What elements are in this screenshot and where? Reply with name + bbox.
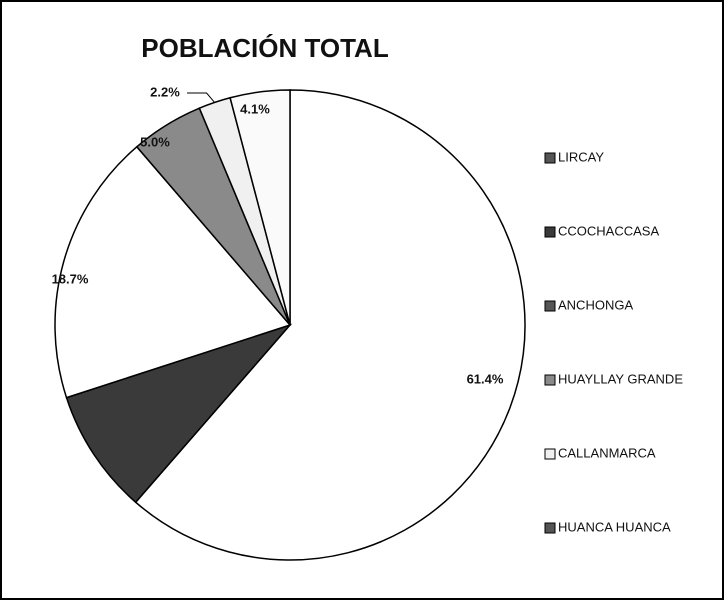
legend-label: CCOCHACCASA <box>558 223 659 238</box>
legend-swatch <box>544 226 556 238</box>
data-label: 5.0% <box>140 134 170 149</box>
legend-swatch <box>544 448 556 460</box>
legend-swatch <box>544 300 556 312</box>
data-label: 18.7% <box>52 271 89 286</box>
legend-label: HUAYLLAY GRANDE <box>558 371 683 386</box>
chart-title: POBLACIÓN TOTAL <box>141 33 389 63</box>
data-label: 2.2% <box>150 84 180 99</box>
legend-label: LIRCAY <box>558 149 604 164</box>
pie-slice <box>134 89 526 561</box>
legend-swatch <box>544 374 556 386</box>
leader-line <box>187 92 215 103</box>
pie-slice <box>65 323 293 504</box>
legend-label: CALLANMARCA <box>558 445 656 460</box>
legend-swatch <box>544 522 556 534</box>
data-label: 4.1% <box>240 101 270 116</box>
data-label: 61.4% <box>467 371 504 386</box>
legend-label: ANCHONGA <box>558 297 633 312</box>
legend-swatch <box>544 152 556 164</box>
pie-slice <box>54 145 292 399</box>
legend-label: HUANCA HUANCA <box>558 519 671 534</box>
pie-slice <box>229 89 291 326</box>
